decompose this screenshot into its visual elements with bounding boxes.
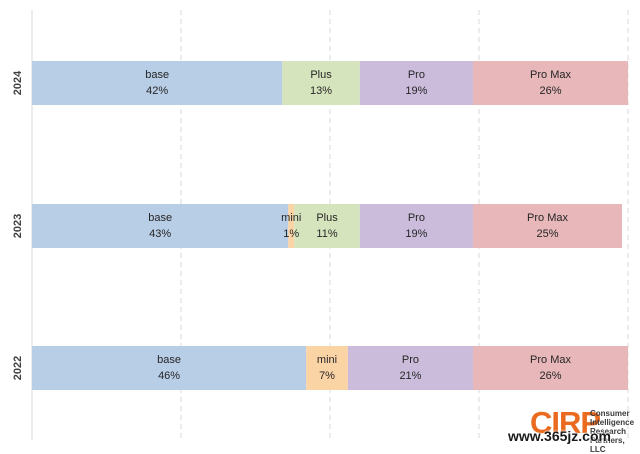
data-label-value: 1% — [283, 228, 299, 240]
category-tick-label: 2022 — [12, 356, 24, 380]
bar-segment — [473, 346, 628, 390]
bar-segment — [288, 204, 295, 248]
data-label-series: Pro — [408, 212, 425, 224]
bar-segment — [306, 346, 348, 390]
logo-text: Consumer Intelligence Research Partners,… — [590, 409, 635, 454]
data-label-value: 7% — [319, 370, 335, 382]
bar-segment — [282, 61, 360, 105]
category-axis: 2024 2023 2022 — [12, 70, 24, 380]
category-tick-label: 2023 — [12, 214, 24, 238]
watermark: www.365jz.com — [508, 428, 611, 444]
data-label-value: 11% — [316, 228, 337, 240]
data-label-series: Pro Max — [530, 354, 571, 366]
bar-segment — [32, 346, 307, 390]
data-label-series: mini — [281, 212, 301, 224]
bar-segment — [359, 61, 474, 105]
data-label-value: 26% — [540, 370, 562, 382]
bar-segment — [473, 204, 623, 248]
data-label-value: 46% — [158, 370, 180, 382]
data-label-value: 42% — [146, 85, 168, 97]
bar-series — [32, 61, 628, 390]
data-label-series: base — [145, 69, 169, 81]
data-label-value: 19% — [405, 228, 427, 240]
data-label-value: 26% — [540, 85, 562, 97]
data-labels: base 42% Plus 13% Pro 19% Pro Max 26% base 43% min… — [145, 69, 571, 382]
data-label-value: 21% — [399, 370, 421, 382]
bar-segment — [294, 204, 360, 248]
data-label-series: Pro Max — [530, 69, 571, 81]
bar-segment — [32, 61, 283, 105]
data-label-value: 13% — [310, 85, 332, 97]
cirp-logo: CIRP Consumer Intelligence Research Part… — [530, 406, 636, 454]
data-label-value: 25% — [537, 228, 559, 240]
bar-segment — [359, 204, 474, 248]
data-label-series: Pro Max — [527, 212, 568, 224]
data-label-series: mini — [317, 354, 337, 366]
data-label-series: base — [148, 212, 172, 224]
bar-segment — [347, 346, 474, 390]
data-label-series: Plus — [310, 69, 332, 81]
bar-segment — [32, 204, 289, 248]
category-tick-label: 2024 — [12, 70, 24, 95]
data-label-series: Pro — [402, 354, 419, 366]
data-label-value: 19% — [405, 85, 427, 97]
data-label-value: 43% — [149, 228, 171, 240]
data-label-series: base — [157, 354, 181, 366]
bar-segment — [473, 61, 628, 105]
data-label-series: Pro — [408, 69, 425, 81]
data-label-series: Plus — [316, 212, 338, 224]
